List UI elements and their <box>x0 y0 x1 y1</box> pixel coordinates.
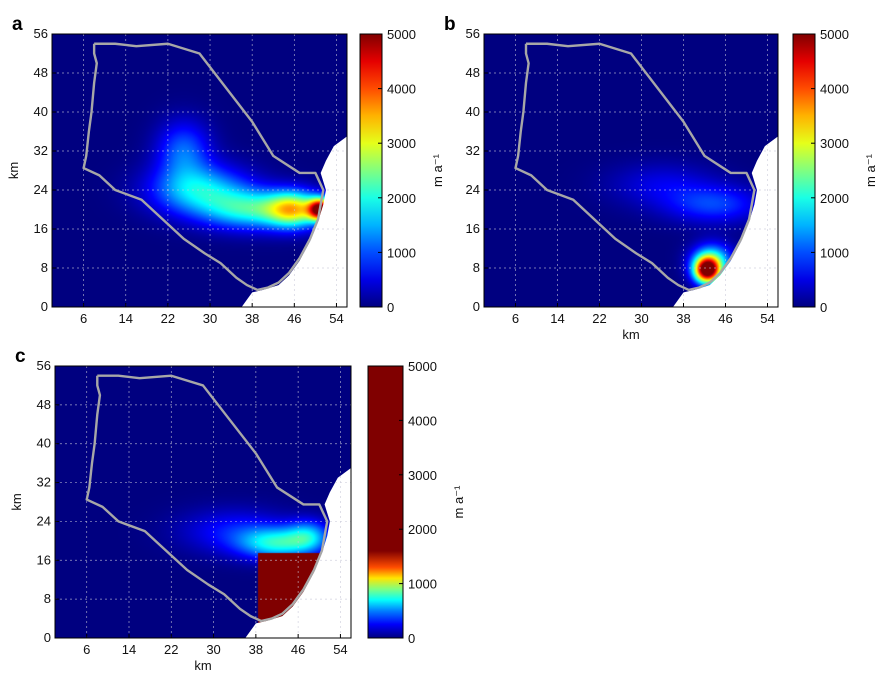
y-tick-label: 16 <box>34 221 48 236</box>
colorbar-tick-label: 0 <box>820 300 827 315</box>
x-tick-label: 54 <box>333 642 347 657</box>
colorbar-tick-label: 2000 <box>408 522 437 537</box>
colorbar-tick-label: 1000 <box>820 245 849 260</box>
ocean-region <box>241 136 347 307</box>
panel-b: 6 14 22 30 38 46 54 0 8 16 24 32 40 48 56 km b 0 1000 2000 3… <box>444 14 876 342</box>
plot-frame <box>54 365 352 639</box>
y-tick-label: 8 <box>41 260 48 275</box>
x-tick-label: 30 <box>203 311 217 326</box>
x-tick-label: 6 <box>83 642 90 657</box>
colorbar-tick-label: 5000 <box>387 27 416 42</box>
y-tick-label: 16 <box>37 552 51 567</box>
y-tick-label: 40 <box>37 436 51 451</box>
ocean-region <box>245 468 351 638</box>
y-tick-label: 48 <box>37 397 51 412</box>
x-tick-label: 22 <box>161 311 175 326</box>
y-tick-label: 8 <box>44 591 51 606</box>
x-tick-label: 22 <box>592 311 606 326</box>
y-tick-label: 56 <box>37 358 51 373</box>
colorbar-tick-label: 4000 <box>820 82 849 97</box>
colorbar <box>359 33 383 308</box>
y-tick-label: 0 <box>473 299 480 314</box>
colorbar-tick-label: 3000 <box>820 136 849 151</box>
y-tick-label: 24 <box>466 182 480 197</box>
colorbar-tick-label: 0 <box>387 300 394 315</box>
glacier-outline <box>514 42 756 292</box>
plot-frame <box>51 33 348 308</box>
colorbar-label: m a⁻¹ <box>430 153 445 187</box>
panel-a: 6 14 22 30 38 46 54 0 8 16 24 32 40 48 56 km a 0 1000 2000 3… <box>6 14 445 326</box>
colorbar-label: m a⁻¹ <box>451 485 466 519</box>
y-axis-label: km <box>6 162 21 179</box>
x-tick-label: 14 <box>550 311 564 326</box>
x-tick-label: 54 <box>329 311 343 326</box>
x-tick-label: 30 <box>206 642 220 657</box>
colorbar-tick-label: 5000 <box>408 359 437 374</box>
glacier-outline <box>82 42 325 292</box>
colorbar <box>367 365 404 639</box>
y-tick-label: 8 <box>473 260 480 275</box>
x-tick-label: 46 <box>291 642 305 657</box>
x-axis-label: km <box>194 658 211 673</box>
x-tick-label: 6 <box>512 311 519 326</box>
x-tick-label: 22 <box>164 642 178 657</box>
x-tick-label: 14 <box>122 642 136 657</box>
x-axis-label: km <box>622 327 639 342</box>
x-tick-label: 14 <box>119 311 133 326</box>
colorbar-tick-label: 4000 <box>408 413 437 428</box>
panel-label: a <box>12 14 23 35</box>
y-tick-label: 40 <box>34 104 48 119</box>
y-tick-label: 0 <box>44 630 51 645</box>
y-tick-label: 48 <box>34 65 48 80</box>
glacier-outline <box>85 374 329 623</box>
x-tick-label: 46 <box>718 311 732 326</box>
y-tick-label: 32 <box>37 475 51 490</box>
y-tick-label: 56 <box>34 26 48 41</box>
x-tick-label: 38 <box>249 642 263 657</box>
y-tick-label: 48 <box>466 65 480 80</box>
x-tick-label: 54 <box>760 311 774 326</box>
y-tick-label: 16 <box>466 221 480 236</box>
colorbar-tick-label: 2000 <box>820 191 849 206</box>
y-axis-label: km <box>9 493 24 510</box>
colorbar <box>792 33 816 308</box>
y-tick-label: 0 <box>41 299 48 314</box>
y-tick-label: 24 <box>34 182 48 197</box>
plot-frame <box>483 33 779 308</box>
colorbar-tick-label: 2000 <box>387 191 416 206</box>
panel-label: c <box>15 346 26 367</box>
y-tick-label: 40 <box>466 104 480 119</box>
colorbar-tick-label: 3000 <box>387 136 416 151</box>
x-tick-label: 30 <box>634 311 648 326</box>
colorbar-label: m a⁻¹ <box>863 153 876 187</box>
x-tick-label: 38 <box>676 311 690 326</box>
colorbar-tick-label: 3000 <box>408 468 437 483</box>
y-tick-label: 56 <box>466 26 480 41</box>
colorbar-tick-label: 1000 <box>408 577 437 592</box>
colorbar-tick-label: 0 <box>408 631 415 646</box>
x-tick-label: 6 <box>80 311 87 326</box>
y-tick-label: 24 <box>37 513 51 528</box>
y-tick-label: 32 <box>34 143 48 158</box>
y-tick-label: 32 <box>466 143 480 158</box>
colorbar-tick-label: 1000 <box>387 245 416 260</box>
ocean-region <box>673 136 778 307</box>
panel-c: 6 14 22 30 38 46 54 0 8 16 24 32 40 48 56 km km c 0 1000 200… <box>9 346 466 673</box>
colorbar-tick-label: 4000 <box>387 82 416 97</box>
x-tick-label: 46 <box>287 311 301 326</box>
panel-label: b <box>444 14 456 35</box>
x-tick-label: 38 <box>245 311 259 326</box>
colorbar-tick-label: 5000 <box>820 27 849 42</box>
